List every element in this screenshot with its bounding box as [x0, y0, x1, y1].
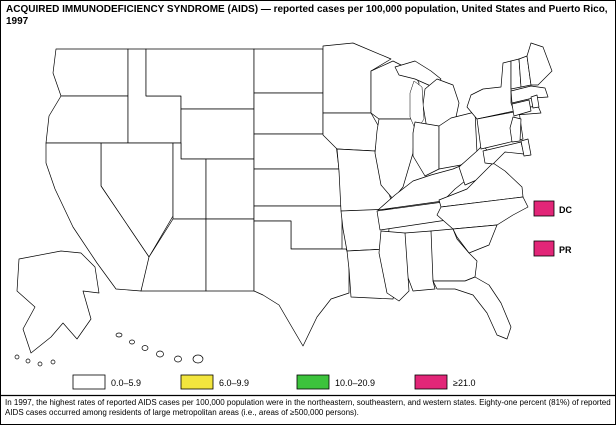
legend-swatch-4 — [414, 374, 448, 390]
alaska-island — [50, 359, 56, 365]
state-ks — [253, 168, 343, 207]
hawaii-island — [156, 350, 164, 358]
dc-label: DC — [559, 205, 572, 215]
state-nm — [205, 218, 255, 292]
state-or — [45, 95, 129, 144]
state-ma — [510, 85, 549, 104]
state-ak — [16, 250, 100, 354]
state-ri — [530, 94, 540, 109]
state-ne — [253, 133, 340, 170]
state-de — [520, 138, 532, 157]
hawaii-island — [129, 339, 135, 345]
state-ca — [45, 142, 150, 292]
alaska-island — [25, 358, 31, 364]
legend-label-3: 10.0–20.9 — [335, 378, 375, 388]
hawaii-island — [174, 355, 182, 363]
state-me — [526, 42, 553, 86]
legend-label-1: 0.0–5.9 — [111, 378, 141, 388]
legend-swatch-1 — [72, 374, 106, 390]
legend-label-4: ≥21.0 — [453, 378, 475, 388]
state-sd — [253, 92, 324, 135]
state-tx — [253, 220, 350, 347]
hawaii-island — [141, 345, 149, 351]
state-fl — [432, 276, 512, 340]
state-co — [205, 158, 255, 220]
hawaii-island — [192, 354, 204, 364]
pr-label: PR — [559, 245, 572, 255]
legend: 0.0–5.9 6.0–9.9 10.0–20.9 ≥21.0 — [72, 374, 475, 390]
state-az — [140, 218, 207, 292]
legend-swatch-3 — [296, 374, 330, 390]
state-sc — [452, 224, 498, 254]
territory-swatches: DC PR — [533, 200, 572, 257]
pr-swatch — [533, 240, 555, 257]
alaska-island — [37, 361, 43, 367]
figure-title: ACQUIRED IMMUNODEFICIENCY SYNDROME (AIDS… — [6, 4, 608, 27]
state-ct — [511, 99, 532, 117]
state-ny — [466, 60, 515, 120]
state-wy — [180, 108, 255, 160]
state-nc — [436, 196, 529, 230]
state-ms — [378, 230, 410, 302]
legend-swatch-2 — [180, 374, 214, 390]
state-nd — [253, 48, 324, 94]
state-in — [412, 121, 440, 177]
dc-swatch — [533, 200, 555, 217]
state-wa — [52, 48, 129, 97]
legend-label-2: 6.0–9.9 — [219, 378, 249, 388]
hawaii-island — [115, 332, 123, 338]
alaska-island — [14, 354, 20, 360]
figure-footnote: In 1997, the highest rates of reported A… — [5, 398, 611, 417]
state-nj — [509, 116, 522, 143]
